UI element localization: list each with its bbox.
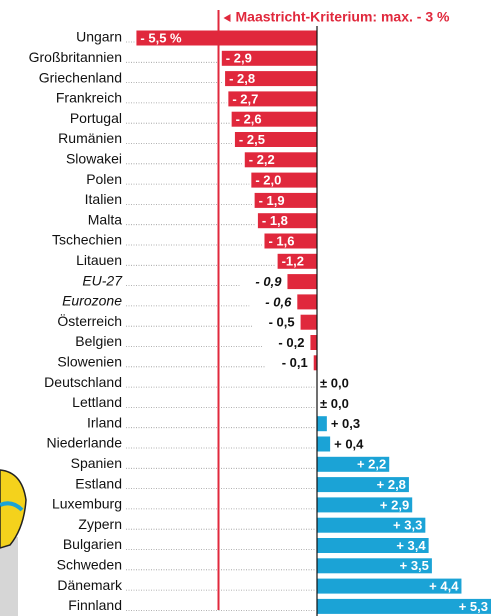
category-label: Tschechien: [52, 232, 122, 248]
value-label: - 1,9: [259, 193, 285, 208]
category-label: Zypern: [78, 516, 122, 532]
category-label: Italien: [85, 191, 122, 207]
bar: [287, 274, 317, 289]
value-label: -1,2: [282, 254, 304, 269]
category-label: Bulgarien: [63, 536, 122, 552]
value-label: + 2,9: [380, 497, 409, 512]
bar: [297, 294, 317, 309]
value-label: - 5,5 %: [140, 30, 182, 45]
category-label: Griechenland: [39, 69, 122, 85]
category-label: Lettland: [72, 394, 122, 410]
bar: [317, 437, 330, 452]
decoration: [0, 470, 26, 616]
category-label: Portugal: [70, 110, 122, 126]
category-label: Irland: [87, 414, 122, 430]
value-label: + 0,4: [334, 436, 364, 451]
value-label: - 0,9: [255, 274, 282, 289]
value-label: + 3,5: [400, 558, 429, 573]
category-label: Belgien: [75, 333, 122, 349]
category-label: Malta: [88, 211, 122, 227]
value-label: - 2,2: [249, 152, 275, 167]
value-label: - 0,1: [282, 355, 308, 370]
value-label: + 5,3: [459, 599, 488, 614]
category-label: EU-27: [82, 272, 123, 288]
value-label: + 2,8: [377, 477, 406, 492]
category-label: Schweden: [57, 557, 122, 573]
value-label: + 2,2: [357, 457, 386, 472]
value-label: + 4,4: [429, 579, 459, 594]
bar: [301, 315, 317, 330]
value-label: - 2,0: [255, 173, 281, 188]
value-label: - 2,5: [239, 132, 265, 147]
value-label: - 1,8: [262, 213, 288, 228]
value-label: - 0,6: [265, 294, 292, 309]
category-label: Rumänien: [58, 130, 122, 146]
chart: Ungarn - 5,5 % Großbritannien - 2,9 Griechen…: [0, 0, 492, 616]
category-label: Litauen: [76, 252, 122, 268]
gray-panel: [0, 537, 18, 616]
reference-label: Maastricht-Kriterium: max. - 3 %: [236, 9, 450, 25]
value-label: - 1,6: [268, 233, 294, 248]
value-label: - 0,2: [278, 335, 304, 350]
value-label: - 2,9: [226, 51, 252, 66]
category-label: Ungarn: [76, 29, 122, 45]
value-label: + 3,3: [393, 518, 422, 533]
category-label: Frankreich: [56, 90, 122, 106]
category-label: Luxemburg: [52, 496, 122, 512]
value-label: + 0,3: [331, 416, 360, 431]
value-label: - 0,5: [269, 315, 295, 330]
category-label: Spanien: [71, 455, 122, 471]
value-label: - 2,8: [229, 71, 255, 86]
category-label: Finnland: [68, 597, 122, 613]
category-label: Eurozone: [62, 293, 122, 309]
value-label: ± 0,0: [320, 396, 349, 411]
value-label: + 3,4: [396, 538, 426, 553]
reference-arrow: [224, 14, 231, 22]
bar: [310, 335, 317, 350]
category-label: Slowakei: [66, 151, 122, 167]
category-label: Dänemark: [57, 577, 123, 593]
category-label: Deutschland: [44, 374, 122, 390]
category-label: Großbritannien: [29, 49, 122, 65]
category-label: Slowenien: [57, 354, 122, 370]
value-label: ± 0,0: [320, 376, 349, 391]
category-label: Estland: [75, 475, 122, 491]
bar: [317, 416, 327, 431]
plot: Ungarn - 5,5 % Großbritannien - 2,9 Griechen…: [29, 9, 491, 616]
category-label: Niederlande: [47, 435, 123, 451]
category-label: Polen: [86, 171, 122, 187]
value-label: - 2,7: [232, 91, 258, 106]
value-label: - 2,6: [236, 112, 262, 127]
category-label: Österreich: [57, 312, 122, 329]
